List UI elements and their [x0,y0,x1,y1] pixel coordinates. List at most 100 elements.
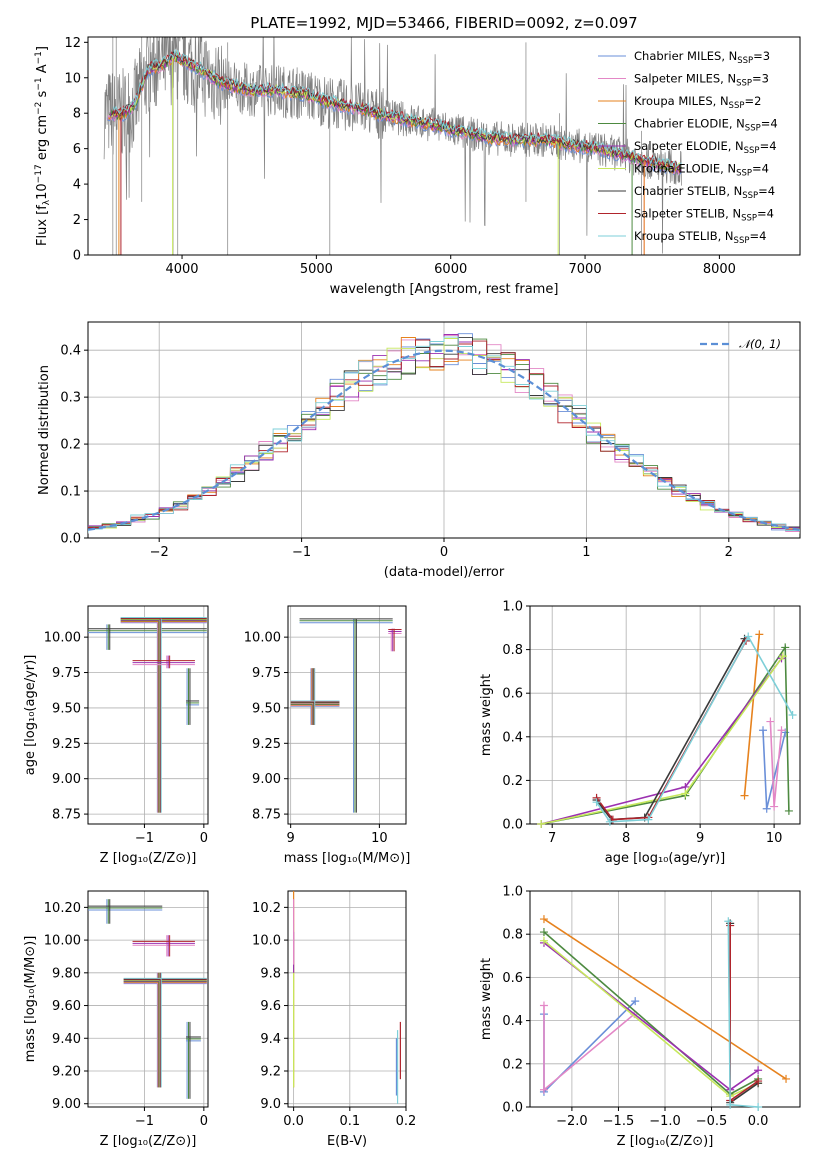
y-tick-label: 0.0 [60,532,81,547]
y-tick-label: 1.0 [502,885,523,900]
y-tick-label: 0.2 [502,774,523,789]
y-tick-label: 10.2 [252,901,281,916]
legend-entry: Kroupa STELIB, NSSP=4 [634,229,766,246]
y-tick-label: 9.6 [260,999,281,1014]
mass-weight-marker [631,997,640,1006]
x-axis-label: Z [log₁₀(Z/Z⊙)] [100,1134,197,1149]
x-tick-label: 0.0 [283,1114,304,1129]
mass-weight-marker [681,789,690,798]
x-tick-label: 0 [200,1114,208,1129]
mass-weight-marker [744,632,753,641]
y-tick-label: 0.6 [502,971,523,986]
mass-weight-marker [539,928,548,937]
y-tick-label: 1.0 [502,600,523,615]
mass-weight-marker [754,1103,763,1111]
x-tick-label: −2 [150,545,169,560]
mass_vs_Z-axes: −1 0 9.00 9.20 9.40 9.60 9.80 10.00 10.20 Z [log₁… [23,890,209,1149]
x-tick-label: −1 [292,545,311,560]
mass-weight-marker [788,711,797,719]
legend-entry: Kroupa MILES, NSSP=2 [634,94,761,111]
x-tick-label: 7000 [569,262,602,277]
mass-weight-marker [537,820,546,828]
plot-frame [87,36,801,256]
spectrum-axes: 4000 5000 6000 7000 8000 0 2 4 6 8 10 12 wavelength … [34,36,801,297]
y-tick-label: 9.25 [252,737,281,752]
x-tick-label: 0 [440,545,448,560]
y-tick-label: 9.75 [252,666,281,681]
y-tick-label: 0.2 [502,1057,523,1072]
plot-frame [529,605,801,825]
x-tick-label: 0.0 [748,1114,769,1129]
legend-entry: Salpeter MILES, NSSP=3 [634,72,769,89]
mass-weight-marker [762,804,771,813]
x-tick-label: 0.2 [396,1114,417,1129]
x-axis-label: (data-model)/error [384,565,505,580]
residual-histograms [88,333,800,534]
y-tick-label: 0 [73,249,81,264]
y-tick-label: 8.75 [252,808,281,823]
legend-entry: Chabrier ELODIE, NSSP=4 [634,117,778,134]
y-tick-label: 9.20 [52,1065,81,1080]
age_vs_mass-axes: 9 10 8.75 9.00 9.25 9.50 9.75 10.00 mass [log₁₀(… [244,605,410,866]
gaussian-reference-line [88,349,800,531]
y-tick-label: 6 [73,142,81,157]
y-tick-label: 9.0 [260,1097,281,1112]
x-tick-label: −1.0 [649,1114,681,1129]
mass-weight-marker [539,936,548,945]
x-tick-label: −2.0 [556,1114,588,1129]
mass-weight-marker [755,630,764,639]
mass-weight-line [540,655,784,825]
y-tick-label: 9.2 [260,1065,281,1080]
spectrum-legend: Chabrier MILES, NSSP=3 Salpeter MILES, NS… [598,49,778,246]
legend-entry: 𝒩(0, 1) [739,337,781,351]
y-tick-label: 10 [64,71,81,86]
mass-weight-line [729,923,759,1105]
y-axis-label: age [log₁₀(age/yr)] [23,655,38,776]
model-spectrum-line [112,49,682,168]
spectrum-plot [103,37,683,255]
y-tick-label: 8.75 [52,808,81,823]
y-tick-label: 10.00 [244,631,281,646]
plot-frame [87,890,209,1108]
y-tick-label: 9.00 [52,1097,81,1112]
x-tick-label: 10 [371,831,388,846]
mass-weight-line [727,921,759,1108]
x-tick-label: −1 [135,1114,154,1129]
x-axis-label: wavelength [Angstrom, rest frame] [330,282,559,297]
x-tick-label: 0 [200,831,208,846]
x-tick-label: 5000 [300,262,333,277]
y-tick-label: 4 [73,178,81,193]
y-tick-label: 9.4 [260,1032,281,1047]
mass-weight-marker [781,728,790,737]
y-tick-label: 0.6 [502,687,523,702]
weight_vs_age-lines [537,630,797,828]
weight_vs_Z-axes: −2.0 −1.5 −1.0 −0.5 0.0 0.0 0.2 0.4 0.6 0.8 1.0 Z [… [479,885,801,1149]
y-tick-label: 9.00 [52,772,81,787]
mass-weight-marker [644,815,653,824]
mass-weight-marker [740,791,749,800]
model-spectrum-line [106,56,683,176]
legend-entry: Kroupa ELODIE, NSSP=4 [634,162,769,179]
legend-entry: Chabrier STELIB, NSSP=4 [634,184,775,201]
legend-entry: Salpeter STELIB, NSSP=4 [634,207,774,224]
x-tick-label: 9 [287,831,295,846]
y-tick-label: 10.0 [252,934,281,949]
y-tick-label: 0.1 [60,485,81,500]
weight_vs_age-axes: 7 8 9 10 0.0 0.2 0.4 0.6 0.8 1.0 age [log₁₀(age/yr… [479,600,801,866]
x-tick-label: 1 [582,545,590,560]
mass-weight-marker [754,1077,763,1086]
mass-weight-marker [778,652,787,661]
age_vs_mass-errorbars [290,618,402,813]
y-tick-label: 0.0 [502,818,523,833]
y-axis-label: mass weight [479,674,494,756]
x-tick-label: −1 [135,831,154,846]
mass-weight-marker [766,717,775,726]
x-axis-label: age [log₁₀(age/yr)] [605,851,726,866]
y-tick-label: 0.3 [60,391,81,406]
mass_vs_EBV-axes: 0.0 0.1 0.2 9.0 9.2 9.4 9.6 9.8 10.0 10.2 E(B-V) [252,890,417,1149]
y-tick-label: 0.4 [502,1014,523,1029]
x-tick-label: 7 [548,831,556,846]
mass-weight-marker [784,806,793,815]
y-tick-label: 0.0 [502,1101,523,1116]
